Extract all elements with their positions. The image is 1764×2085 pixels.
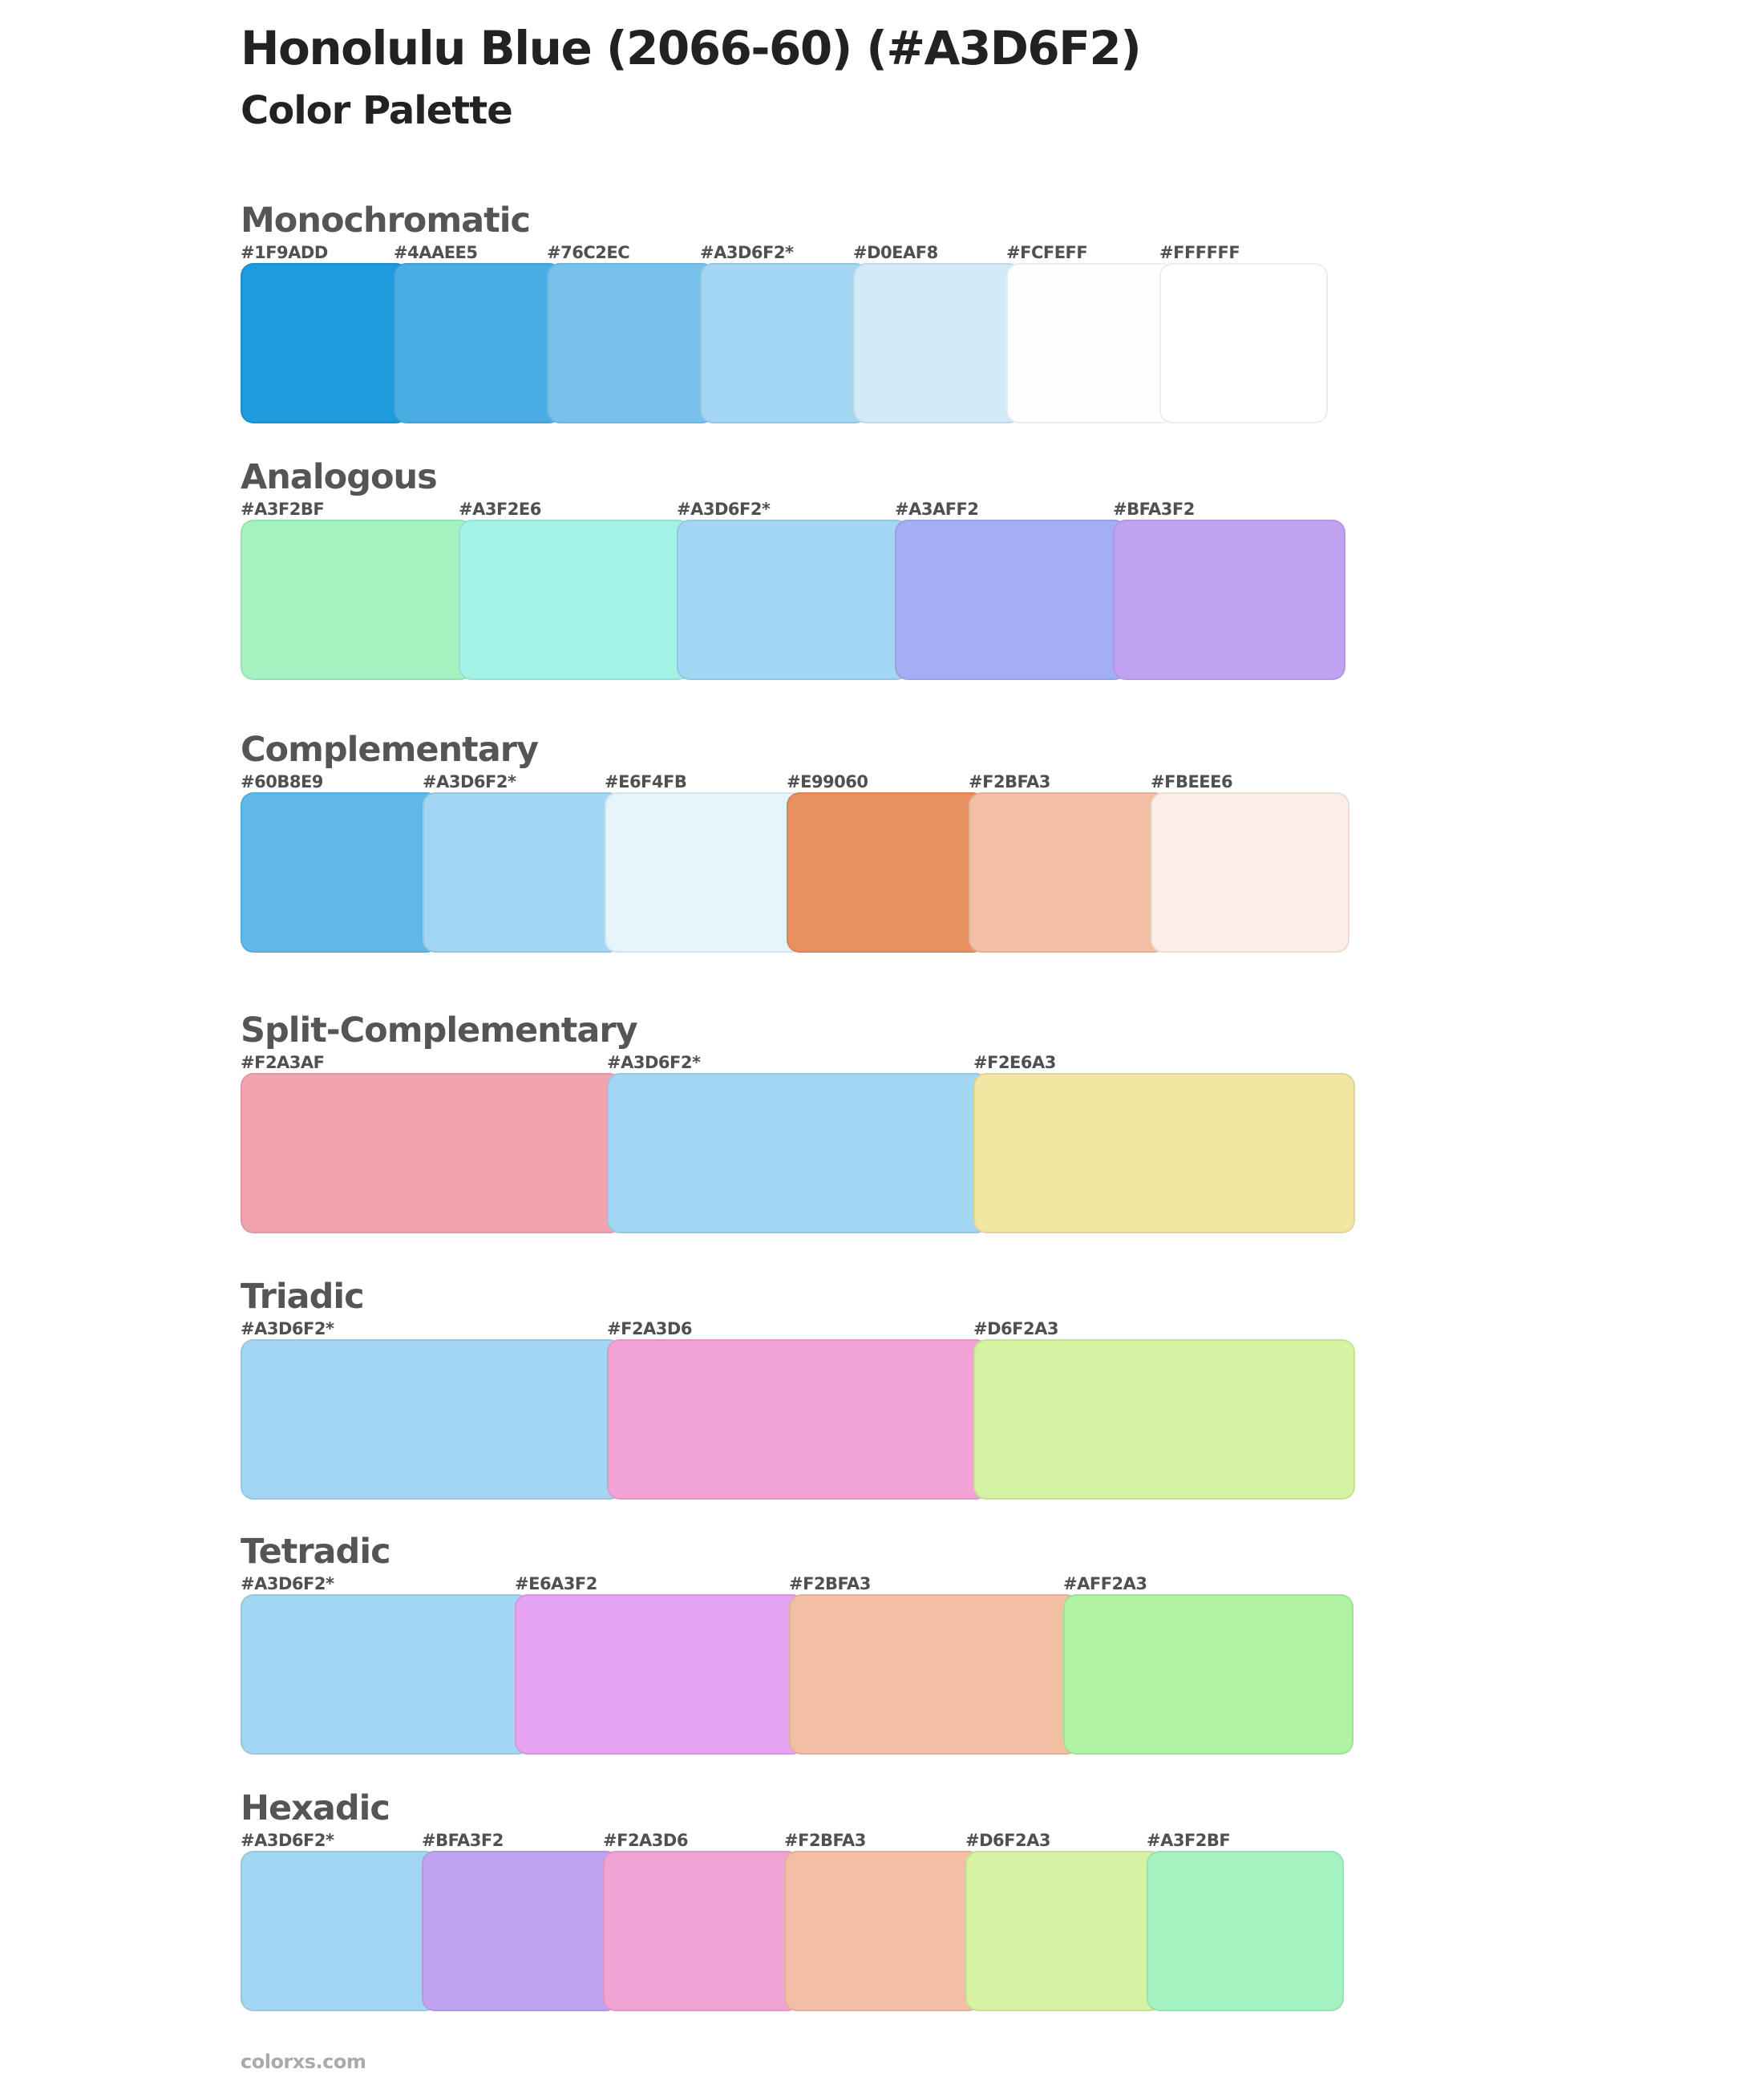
section-heading: Hexadic [241,1788,390,1828]
color-swatch[interactable] [241,1594,531,1755]
palette-section-split-complementary: Split-Complementary #F2A3AF #A3D6F2* #F2E6A… [241,1010,1363,1234]
swatch-hex-label[interactable]: #F2BFA3 [969,772,1050,791]
color-swatch[interactable] [515,1594,805,1755]
swatch-hex-label[interactable]: #A3F2BF [241,500,325,519]
color-swatch[interactable] [853,263,1022,423]
palette-section-monochromatic: Monochromatic #1F9ADD #4AAEE5 #76C2EC #A3D6F… [241,200,1363,424]
color-swatch[interactable] [394,263,562,423]
swatch-hex-label[interactable]: #E6A3F2 [515,1574,597,1593]
swatch-hex-label[interactable]: #FCFEFF [1006,243,1088,262]
swatch-hex-label[interactable]: #F2A3D6 [603,1831,688,1850]
color-swatch[interactable] [1159,263,1328,423]
color-swatch[interactable] [423,792,621,953]
palette-section-hexadic: Hexadic #A3D6F2* #BFA3F2 #F2A3D6 #F2BFA3 #D6F… [241,1787,1363,2012]
swatch-hex-label[interactable]: #76C2EC [547,243,630,262]
swatch-hex-label[interactable]: #4AAEE5 [394,243,478,262]
color-swatch[interactable] [1147,1851,1344,2011]
swatch-hex-label[interactable]: #BFA3F2 [422,1831,504,1850]
swatch-hex-label[interactable]: #A3D6F2* [241,1831,334,1850]
color-swatch[interactable] [605,792,803,953]
swatch-hex-label[interactable]: #A3D6F2* [700,243,794,262]
color-swatch[interactable] [241,1851,438,2011]
color-swatch[interactable] [700,263,868,423]
color-swatch[interactable] [1063,1594,1353,1755]
color-swatch[interactable] [241,1073,622,1233]
color-swatch[interactable] [973,1073,1355,1233]
swatch-hex-label[interactable]: #F2E6A3 [973,1053,1056,1072]
color-swatch[interactable] [784,1851,981,2011]
swatch-hex-label[interactable]: #F2A3AF [241,1053,325,1072]
swatch-hex-label[interactable]: #A3D6F2* [607,1053,701,1072]
section-heading: Complementary [241,730,539,770]
color-swatch[interactable] [241,792,439,953]
swatch-hex-label[interactable]: #A3D6F2* [241,1319,334,1338]
color-swatch[interactable] [973,1339,1355,1500]
swatch-hex-label[interactable]: #BFA3F2 [1113,500,1195,519]
swatch-hex-label[interactable]: #E99060 [787,772,868,791]
palette-section-complementary: Complementary #60B8E9 #A3D6F2* #E6F4FB #E990… [241,729,1363,953]
color-swatch[interactable] [607,1073,989,1233]
color-swatch[interactable] [607,1339,989,1500]
swatch-hex-label[interactable]: #F2BFA3 [789,1574,871,1593]
page-title: Honolulu Blue (2066-60) (#A3D6F2) [241,21,1142,75]
color-swatch[interactable] [422,1851,619,2011]
section-heading: Analogous [241,457,438,497]
swatch-hex-label[interactable]: #D6F2A3 [973,1319,1058,1338]
section-heading: Tetradic [241,1532,391,1572]
color-swatch[interactable] [241,520,473,680]
color-swatch[interactable] [547,263,715,423]
swatch-hex-label[interactable]: #60B8E9 [241,772,323,791]
section-heading: Monochromatic [241,200,531,241]
swatch-hex-label[interactable]: #A3AFF2 [895,500,979,519]
swatch-hex-label[interactable]: #F2A3D6 [607,1319,692,1338]
swatch-hex-label[interactable]: #1F9ADD [241,243,328,262]
color-swatch[interactable] [789,1594,1079,1755]
color-swatch[interactable] [969,792,1167,953]
color-swatch[interactable] [787,792,985,953]
color-swatch[interactable] [241,1339,622,1500]
color-swatch[interactable] [895,520,1127,680]
color-swatch[interactable] [677,520,909,680]
swatch-hex-label[interactable]: #A3D6F2* [677,500,771,519]
swatch-hex-label[interactable]: #A3D6F2* [423,772,516,791]
section-heading: Triadic [241,1277,365,1317]
page-subtitle: Color Palette [241,88,513,133]
site-footer-link[interactable]: colorxs.com [241,2051,366,2073]
swatch-hex-label[interactable]: #D6F2A3 [965,1831,1050,1850]
color-swatch[interactable] [1113,520,1345,680]
color-swatch[interactable] [459,520,691,680]
color-swatch[interactable] [241,263,409,423]
color-swatch[interactable] [603,1851,800,2011]
swatch-hex-label[interactable]: #FBEEE6 [1151,772,1233,791]
section-heading: Split-Complementary [241,1010,638,1051]
swatch-hex-label[interactable]: #A3F2E6 [459,500,541,519]
swatch-hex-label[interactable]: #A3F2BF [1147,1831,1231,1850]
swatch-hex-label[interactable]: #D0EAF8 [853,243,938,262]
palette-section-analogous: Analogous #A3F2BF #A3F2E6 #A3D6F2* #A3AFF2 #B… [241,456,1363,681]
swatch-hex-label[interactable]: #F2BFA3 [784,1831,866,1850]
color-swatch[interactable] [1151,792,1349,953]
color-swatch[interactable] [965,1851,1163,2011]
swatch-hex-label[interactable]: #AFF2A3 [1063,1574,1147,1593]
swatch-hex-label[interactable]: #FFFFFF [1159,243,1240,262]
color-swatch[interactable] [1006,263,1175,423]
swatch-hex-label[interactable]: #E6F4FB [605,772,687,791]
palette-section-tetradic: Tetradic #A3D6F2* #E6A3F2 #F2BFA3 #AFF2A3 [241,1531,1363,1755]
swatch-hex-label[interactable]: #A3D6F2* [241,1574,334,1593]
palette-section-triadic: Triadic #A3D6F2* #F2A3D6 #D6F2A3 [241,1276,1363,1500]
